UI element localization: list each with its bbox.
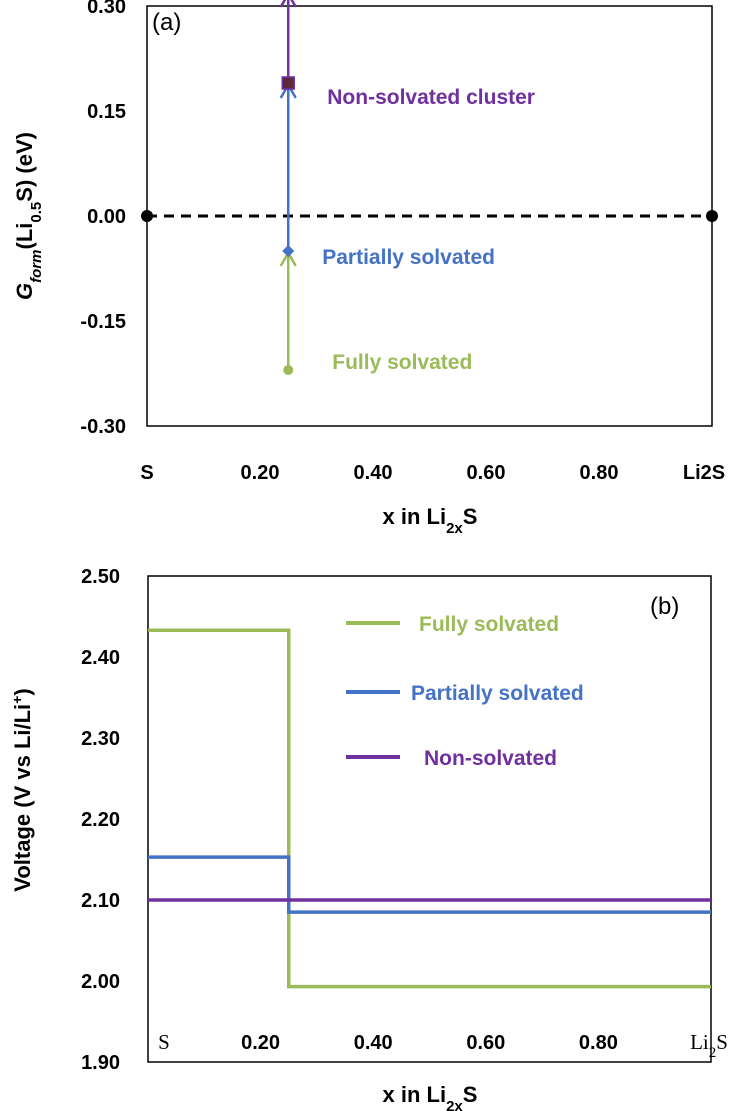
panel-a-point-non-solvated-cluster [281, 76, 295, 90]
panel-b-chart: 1.90 2.00 2.10 2.20 2.30 2.40 2.50 S 0.20 0.40 0.… [9, 566, 728, 1111]
panel-b-y-tick-label: 2.30 [81, 728, 120, 750]
panel-b-y-tick-label: 2.50 [81, 566, 120, 588]
panel-a-label-fully-solvated: Fully solvated [332, 351, 472, 374]
panel-b-legend-label-fully-solvated: Fully solvated [419, 613, 559, 636]
panel-b-series-partially-solvated [148, 855, 711, 914]
panel-a-y-tick-label: 0.15 [87, 101, 126, 123]
panel-a-reference-endpoint [141, 210, 153, 222]
panel-b-x-tick-label: Li2S [690, 1030, 728, 1061]
panel-a-x-tick-label: S [140, 462, 153, 484]
panel-a-arrow-head [280, 0, 297, 8]
panel-a-y-tick-label: 0.30 [87, 0, 126, 18]
panel-a-x-tick-label: Li2S [683, 462, 725, 484]
panel-b-y-axis-title: Voltage (V vs Li/Li+) [9, 688, 35, 891]
panel-a-chart: -0.30 -0.15 0.00 0.15 0.30 S 0.20 0.40 0.60 0.80… [12, 0, 725, 537]
panel-b-y-tick-label: 2.00 [81, 971, 120, 993]
panel-a-y-tick-label: 0.00 [87, 206, 126, 228]
panel-b-y-tick-label: 2.20 [81, 809, 120, 831]
panel-a-label-non-solvated-monomer: Non-solvated monomer [315, 0, 550, 5]
panel-b-frame [147, 575, 712, 1063]
panel-b-x-tick-label: 0.20 [241, 1032, 280, 1054]
panel-a-point-fully-solvated [283, 365, 294, 375]
panel-a-tag: (a) [152, 9, 181, 36]
panel-a-reference-endpoint [706, 210, 718, 222]
panel-a-point-partially-solvated [282, 245, 295, 257]
panel-a-y-tick-label: -0.15 [80, 311, 126, 333]
panel-b-y-tick-label: 2.10 [81, 890, 120, 912]
panel-a-y-axis-title: Gform(Li0.5S) (eV) [12, 132, 45, 300]
panel-b-x-tick-label: 0.60 [466, 1032, 505, 1054]
panel-a-x-tick-label: 0.20 [241, 462, 280, 484]
panel-a-x-tick-label: 0.80 [580, 462, 619, 484]
panel-a-y-tick-label: -0.30 [80, 416, 126, 438]
panel-b-x-tick-label: S [158, 1030, 170, 1054]
panel-b-y-tick-label: 1.90 [81, 1052, 120, 1074]
panel-b-y-tick-label: 2.40 [81, 647, 120, 669]
panel-b-series-fully-solvated [148, 628, 711, 989]
panel-b-legend-label-partially-solvated: Partially solvated [411, 682, 584, 705]
panel-b-tag: (b) [650, 593, 679, 620]
panel-a-label-partially-solvated: Partially solvated [322, 246, 495, 269]
panel-a-label-non-solvated-cluster: Non-solvated cluster [327, 86, 535, 109]
panel-b-x-tick-label: 0.40 [354, 1032, 393, 1054]
panel-b-x-tick-label: 0.80 [579, 1032, 618, 1054]
panel-a-x-axis-title: x in Li2xS [383, 504, 478, 537]
panel-b-x-axis-title: x in Li2xS [383, 1082, 478, 1111]
panel-a-x-tick-label: 0.60 [467, 462, 506, 484]
panel-b-legend-label-non-solvated: Non-solvated [424, 747, 557, 770]
panel-a-x-tick-label: 0.40 [354, 462, 393, 484]
